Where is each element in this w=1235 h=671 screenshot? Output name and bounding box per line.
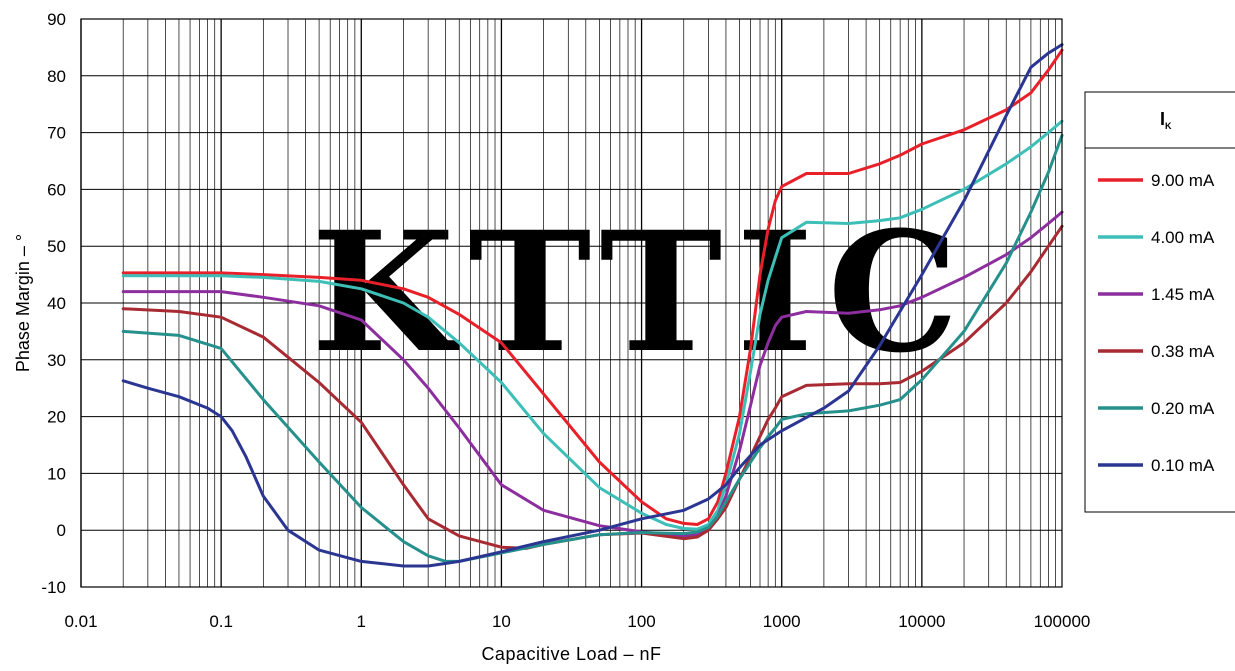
x-tick-label: 0.01 <box>64 612 97 631</box>
y-tick-label: 40 <box>47 294 66 313</box>
legend-label: 0.38 mA <box>1151 342 1215 361</box>
legend-label: 1.45 mA <box>1151 285 1215 304</box>
series-line-0-10-ma <box>121 43 1064 568</box>
legend-title-subscript: K <box>1165 121 1172 131</box>
x-tick-label: 100000 <box>1034 612 1091 631</box>
series-layer <box>121 43 1064 568</box>
x-tick-label: 100 <box>627 612 655 631</box>
legend: IK 9.00 mA 4.00 mA 1.45 mA 0.38 mA 0.20 mA 0.… <box>1084 91 1235 513</box>
tick-labels-layer: 0.01 0.1 1 10 100 1000 10000 100000 -10 0 10 20 30 40… <box>41 10 1090 631</box>
y-tick-label: 90 <box>47 10 66 29</box>
y-tick-label: 50 <box>47 237 66 256</box>
legend-label: 9.00 mA <box>1151 171 1215 190</box>
y-tick-label: 0 <box>57 521 66 540</box>
x-axis-label: Capacitive Load – nF <box>481 644 661 664</box>
y-tick-label: 60 <box>47 180 66 199</box>
series-line-9-00-ma <box>121 48 1064 526</box>
legend-title-main: I <box>1160 109 1165 129</box>
x-tick-label: 1 <box>357 612 366 631</box>
y-tick-label: 30 <box>47 351 66 370</box>
y-axis-label: Phase Margin – ° <box>13 234 33 372</box>
legend-label: 4.00 mA <box>1151 228 1215 247</box>
x-tick-label: 10000 <box>898 612 945 631</box>
y-tick-label: 80 <box>47 67 66 86</box>
x-tick-label: 1000 <box>763 612 801 631</box>
legend-label: 0.20 mA <box>1151 399 1215 418</box>
y-tick-label: 20 <box>47 408 66 427</box>
legend-label: 0.10 mA <box>1151 456 1215 475</box>
series-line-4-00-ma <box>121 119 1064 531</box>
legend-title: IK <box>1160 109 1172 131</box>
y-tick-label: 10 <box>47 464 66 483</box>
y-tick-label: -10 <box>41 578 66 597</box>
plot-frame <box>80 18 1063 588</box>
grid-layer <box>80 18 1062 588</box>
legend-box <box>1084 91 1235 513</box>
x-tick-label: 10 <box>492 612 511 631</box>
y-tick-label: 70 <box>47 124 66 143</box>
x-tick-label: 0.1 <box>209 612 233 631</box>
series-line-0-20-ma <box>121 133 1064 563</box>
legend-items: 9.00 mA 4.00 mA 1.45 mA 0.38 mA 0.20 mA 0.10 … <box>1098 171 1215 475</box>
series-line-0-38-ma <box>121 224 1064 550</box>
